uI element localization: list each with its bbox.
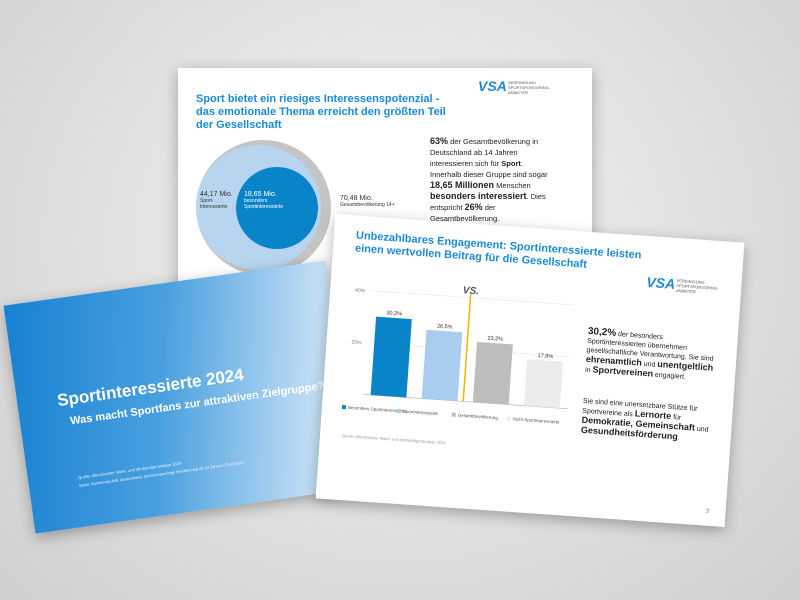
bar	[472, 341, 513, 405]
text: . Dies entspricht	[430, 192, 546, 212]
legend-swatch	[451, 412, 456, 417]
legend-label: Besonders Sportinteressierte	[348, 405, 407, 414]
page-number: 3	[705, 508, 710, 515]
bold: 30,2%	[587, 325, 617, 339]
text: und	[694, 425, 709, 434]
bold: 63%	[430, 136, 449, 146]
legend-swatch	[341, 404, 347, 410]
text: engagiert.	[652, 371, 687, 381]
vs-line	[462, 293, 472, 402]
text: . Innerhalb dieser Gruppe sind sogar	[430, 159, 548, 179]
paragraph: 63% der Gesamtbevölkerung in Deutschland…	[430, 136, 550, 224]
bar	[421, 329, 463, 402]
logo-text: VEREINIGUNG SPORTSPONSORING-ANBIETER	[508, 80, 551, 95]
bold: 18,65 Millionen	[430, 180, 495, 190]
label: Gesamtbevölkerung 14+	[340, 202, 395, 208]
circle-label: 18,65 Mio. besonders Sportinteressierte	[244, 191, 304, 210]
bold: Sport	[501, 159, 521, 168]
legend-label: Gesamtbevölkerung	[458, 413, 499, 421]
value-label: 30,2%	[386, 310, 402, 317]
value: 18,65 Mio.	[244, 191, 277, 198]
value-label: 17,9%	[537, 353, 553, 360]
value: 70,48 Mio.	[340, 195, 373, 202]
bold: besonders interessiert	[430, 191, 527, 201]
legend-swatch	[506, 416, 511, 421]
source: Quelle: Allensbacher Markt- und Werbeträ…	[341, 433, 446, 446]
grid-line	[370, 290, 575, 306]
legend-label: Nicht-Sportinteressierte	[512, 416, 560, 424]
text: der Gesamtbevölkerung in Deutschland ab …	[430, 137, 539, 168]
bar	[523, 359, 564, 409]
chart: 20% 40% 30,2% Besonders Sportinteressierte 2…	[341, 285, 575, 425]
text: der Gesamtbevölkerung.	[430, 203, 500, 223]
paragraph: 30,2% der besonders Sportinteressierten …	[585, 325, 718, 384]
paragraph: Sie sind eine unersetzbare Stütze für Sp…	[581, 397, 713, 445]
slide-right: VSA VEREINIGUNG SPORTSPONSORING-ANBIETER…	[315, 214, 745, 527]
circle-label: 44,17 Mio. Sport-Interessierte	[200, 191, 233, 210]
vs-label: VS.	[462, 285, 479, 297]
text: .	[677, 434, 680, 442]
value-label: 26,5%	[437, 324, 453, 331]
text: Menschen	[494, 181, 531, 190]
value: 44,17 Mio.	[200, 191, 233, 198]
slide-title: Unbezahlbares Engagement: Sportinteressi…	[354, 229, 642, 271]
logo: VSA	[478, 78, 507, 94]
circle-label: 70,48 Mio. Gesamtbevölkerung 14+	[340, 195, 395, 208]
slide-left: Sportinteressierte 2024 Was macht Sportf…	[3, 260, 358, 534]
circle-inner	[236, 167, 318, 249]
logo-text: VEREINIGUNG SPORTSPONSORING-ANBIETER	[675, 278, 719, 295]
y-tick-label: 40%	[355, 288, 366, 295]
y-tick-label: 20%	[351, 339, 362, 346]
label: besonders Sportinteressierte	[244, 198, 284, 210]
slide-back: VSA VEREINIGUNG SPORTSPONSORING-ANBIETER…	[178, 68, 592, 300]
bar	[370, 316, 412, 398]
bold: 26%	[464, 202, 483, 212]
legend-label: Sportinteressierte	[403, 409, 439, 416]
label: Sport-Interessierte	[200, 198, 228, 210]
slide-title: Sport bietet ein riesiges Interessenspot…	[196, 93, 446, 131]
value-label: 23,2%	[487, 336, 503, 343]
legend-swatch	[396, 408, 401, 414]
